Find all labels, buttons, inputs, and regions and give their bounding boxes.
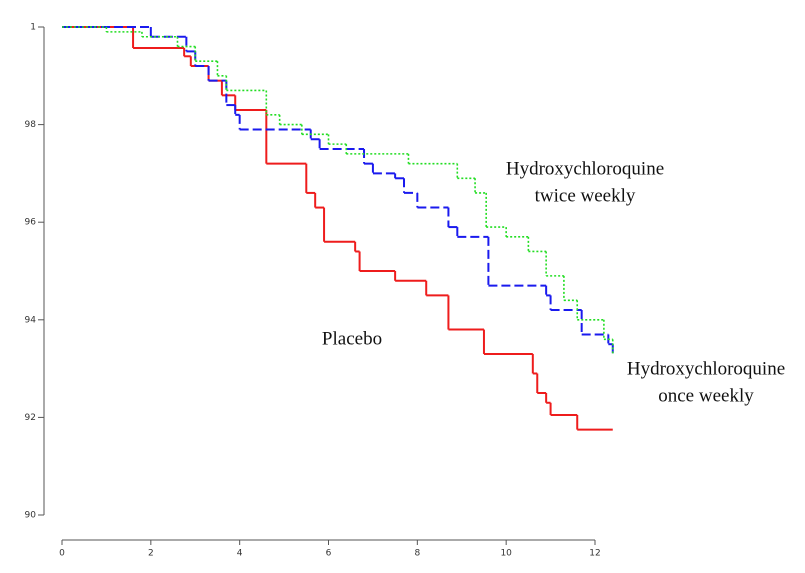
survival-curve: [62, 26, 613, 431]
annotation: Hydroxychloroquine: [506, 158, 664, 179]
x-tick-label: 12: [589, 549, 600, 559]
y-tick-label: 94: [25, 315, 37, 325]
y-tick-label: 96: [25, 218, 37, 228]
survival-curve: [62, 26, 614, 354]
x-tick-label: 10: [500, 549, 512, 559]
annotation: Hydroxychloroquine: [627, 358, 785, 379]
annotation: twice weekly: [535, 185, 636, 206]
y-tick-label: 92: [25, 413, 36, 423]
annotation: Placebo: [322, 328, 382, 349]
x-tick-label: 6: [326, 549, 332, 559]
y-tick-label: 98: [25, 120, 37, 130]
x-tick-label: 8: [414, 549, 420, 559]
survival-curve: [62, 26, 614, 354]
x-tick-label: 4: [237, 549, 243, 559]
x-tick-label: 0: [59, 549, 65, 559]
annotation: once weekly: [658, 385, 754, 406]
x-tick-label: 2: [148, 549, 154, 559]
y-tick-label: 90: [25, 511, 37, 521]
y-tick-label: 1: [30, 23, 36, 33]
